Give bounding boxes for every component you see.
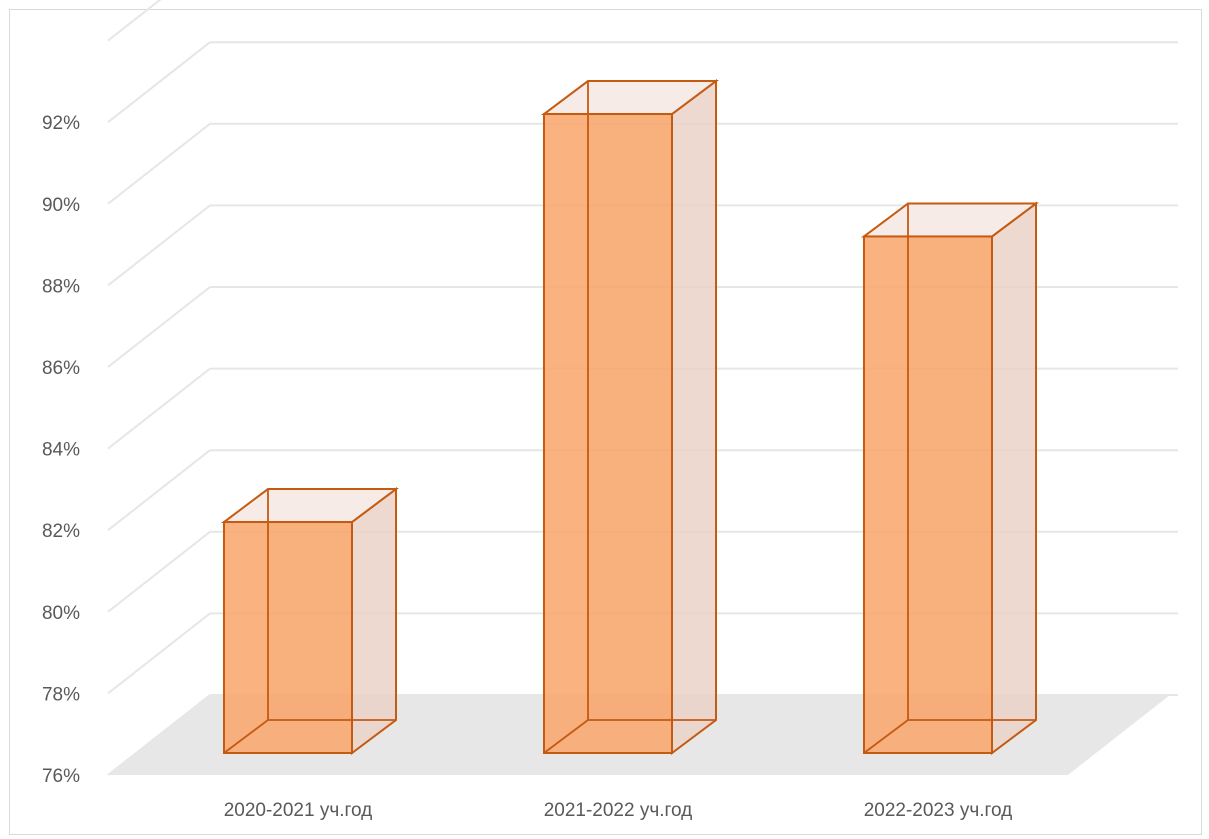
y-tick-label: 86% [42,358,80,379]
x-axis-labels: 2020-2021 уч.год 2021-2022 уч.год 2022-202… [224,800,1013,821]
bar [541,79,719,755]
bar-side-face [351,487,397,755]
y-axis-ticks: 76% 78% 80% 82% 84% 86% 88% 90% 92% [42,113,80,787]
y-tick-label: 90% [42,195,80,216]
side-wall-gridline [107,204,211,287]
bar [861,201,1039,755]
y-tick-label: 84% [42,440,80,461]
x-category-label: 2021-2022 уч.год [544,800,693,821]
side-wall-gridline [107,367,211,450]
side-wall-gridline [107,123,211,205]
y-tick-label: 76% [42,766,80,787]
side-wall-gridline [107,0,162,42]
bar [220,487,400,755]
side-wall-gridline [107,449,211,531]
side-wall-gridline [107,41,211,123]
y-tick-label: 82% [42,521,80,542]
bar-front-face [863,235,993,754]
bar-hidden-edge [543,719,589,754]
bars [220,79,1039,755]
x-category-label: 2022-2023 уч.год [864,800,1013,821]
bar-front-face [543,113,673,755]
bar-side-face [991,201,1037,755]
y-tick-label: 88% [42,276,80,297]
y-tick-label: 80% [42,603,80,624]
side-wall-gridline [107,286,211,368]
side-wall-gridline [107,531,211,613]
x-category-label: 2020-2021 уч.год [224,800,373,821]
bar-side-face [671,79,717,755]
bar-hidden-edge [863,719,909,754]
bar-front-face [223,521,353,754]
y-tick-label: 92% [42,113,80,134]
side-wall-gridline [107,612,211,695]
y-tick-label: 78% [42,684,80,705]
bar-hidden-edge [223,719,269,754]
